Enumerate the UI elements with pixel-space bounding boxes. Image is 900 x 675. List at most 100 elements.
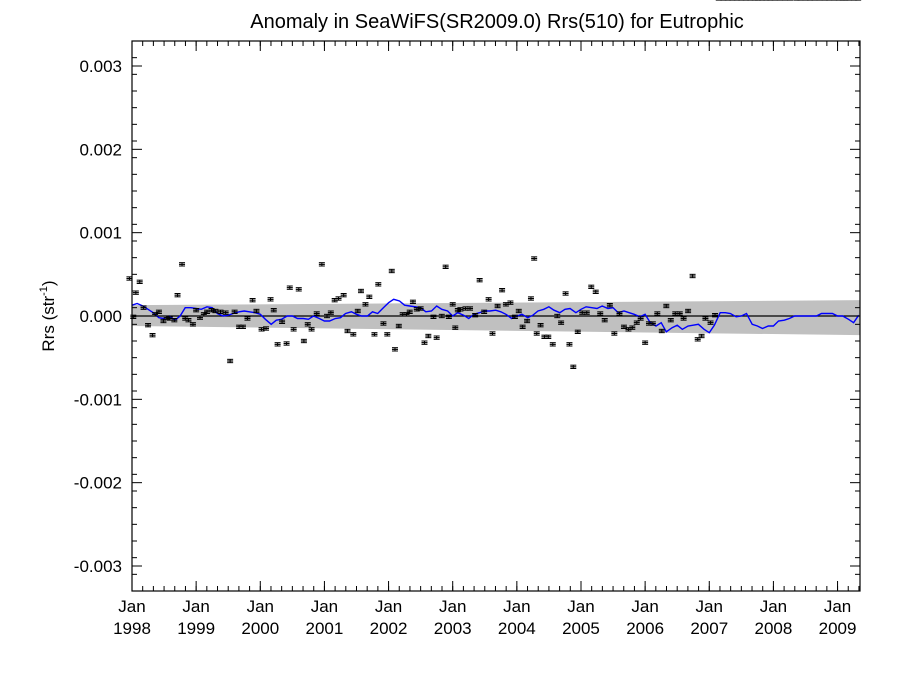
data-point [642,340,649,345]
data-point [163,315,170,320]
data-point [421,340,428,345]
data-point [545,334,552,339]
y-tick-label: -0.003 [74,557,122,576]
x-tick-month-label: Jan [311,597,338,616]
axes: -0.003 -0.002 -0.001 0.000 0.001 0.002 0.003 Ja… [74,40,861,638]
x-tick-year-label: 1998 [113,619,151,638]
data-point [629,325,636,330]
data-point [244,316,251,321]
data-point [637,316,644,321]
data-point [304,322,311,327]
data-point [472,313,479,318]
data-point [694,337,701,342]
data-point [274,342,281,347]
data-point [633,320,640,325]
data-point [566,342,573,347]
data-point [286,285,293,290]
chart-title: Anomaly in SeaWiFS(SR2009.0) Rrs(510) fo… [250,11,744,33]
x-tick-year-label: 2000 [241,619,279,638]
data-point [193,308,200,313]
data-point [140,305,147,310]
x-tick-month-label: Jan [567,597,594,616]
data-point [698,333,705,339]
x-tick-month-label: Jan [247,597,274,616]
data-point [554,313,561,319]
data-point [558,320,565,325]
data-point [524,318,531,324]
x-tick-year-label: 2009 [819,619,857,638]
data-point [442,264,449,269]
data-point [391,347,398,352]
data-point [499,288,506,293]
data-point [263,326,270,331]
data-point [295,287,302,292]
y-axis-title: Rrs (str-1) [38,280,58,351]
data-point [601,318,608,323]
x-tick-year-label: 2001 [306,619,344,638]
data-point [476,278,483,283]
data-point [185,318,192,323]
x-tick-month-label: Jan [696,597,723,616]
data-point [160,318,167,324]
plot-area [126,0,862,369]
data-point [417,306,424,311]
data-point [179,262,186,267]
data-point [676,311,683,316]
x-tick-year-label: 2003 [434,619,472,638]
data-point [212,308,219,314]
data-point [249,298,256,303]
data-point [574,329,581,334]
data-point [570,364,577,369]
data-point [562,291,569,296]
data-point [375,282,382,287]
x-tick-month-label: Jan [503,597,530,616]
data-point [467,306,474,311]
data-point [403,312,410,317]
y-axis-title-exponent: -1 [38,286,50,296]
x-tick-month-label: Jan [375,597,402,616]
data-point [300,338,307,344]
data-point [537,323,544,328]
data-point [489,331,496,336]
data-point [519,324,526,329]
data-point [707,320,714,325]
data-point [217,309,224,314]
data-point [680,316,687,321]
data-point [152,312,159,317]
data-point [597,311,604,316]
data-point [395,323,402,329]
data-point [438,313,445,319]
data-point [445,314,452,319]
data-point [270,308,277,313]
data-point [616,311,623,316]
data-point [388,268,395,274]
data-point [712,313,719,318]
data-point [549,342,556,347]
data-point [357,288,364,294]
x-tick-year-label: 2002 [370,619,408,638]
data-point [430,314,437,319]
data-point [149,333,156,338]
data-point [136,279,143,284]
data-point [449,302,456,307]
data-point [239,324,246,329]
x-tick-month-label: Jan [824,597,851,616]
data-point [494,303,501,309]
data-point [663,303,670,309]
x-tick-month-label: Jan [118,597,145,616]
data-point [515,308,522,314]
data-point [481,309,488,314]
data-point [171,318,178,323]
x-tick-year-label: 2007 [690,619,728,638]
data-point [200,312,207,317]
data-point [313,311,320,316]
x-tick-month-label: Jan [439,597,466,616]
data-point [155,309,162,314]
data-point [231,309,238,314]
data-point [354,308,361,314]
data-point [130,314,137,319]
data-point [279,319,286,324]
data-point [174,293,181,298]
y-tick-label: 0.000 [79,307,122,326]
